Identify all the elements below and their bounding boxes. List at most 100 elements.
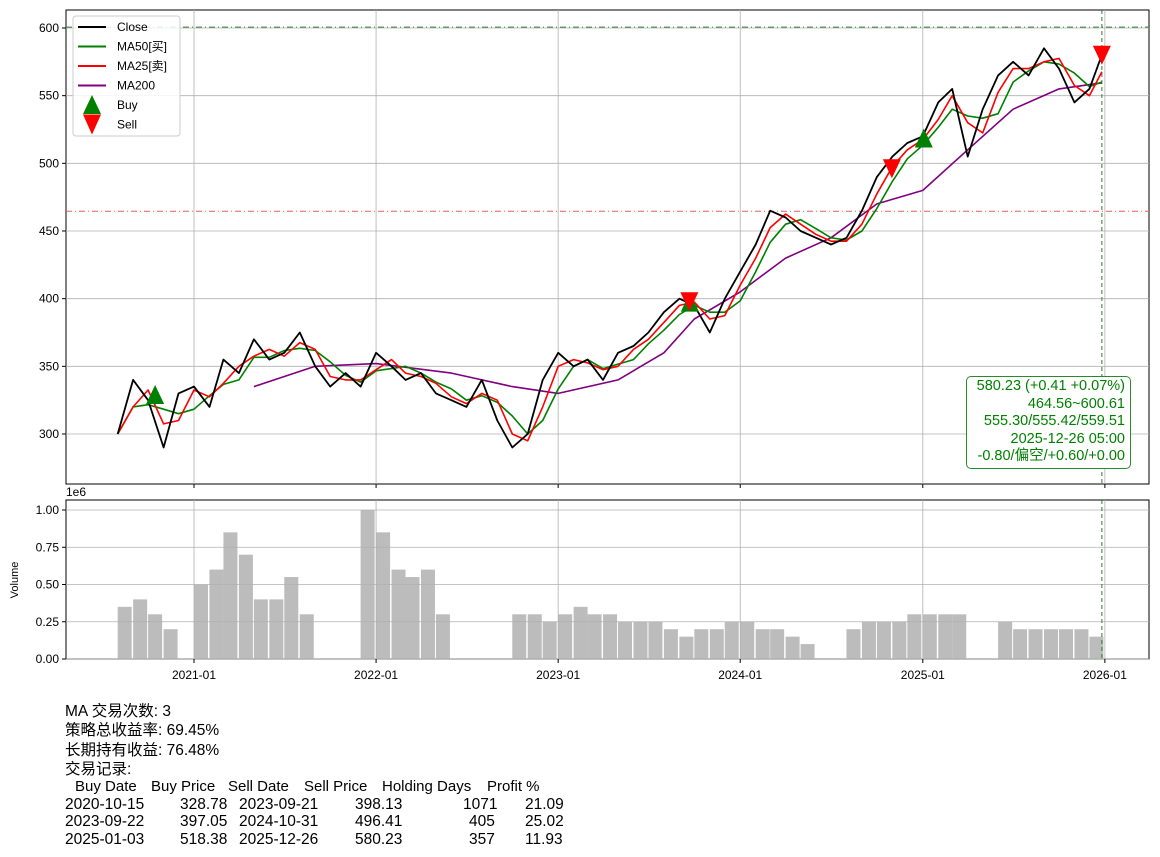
chart-figure: 300 350 400 450 500 550 600 0.00 0.25 0.50 0.75 1.0… <box>9 9 1150 682</box>
ma200-line <box>253 82 1103 395</box>
volume-bar <box>785 636 800 659</box>
buy-marker <box>146 385 165 405</box>
x-tick-label: 2024-01 <box>718 668 762 682</box>
volume-tick-label: 0.25 <box>36 615 60 629</box>
volume-bar <box>755 629 770 659</box>
volume-bar <box>117 606 132 659</box>
x-tick-label: 2022-01 <box>354 668 398 682</box>
cell-profit: 11.93 <box>525 830 563 848</box>
volume-bar <box>542 621 557 659</box>
volume-bar <box>1089 636 1104 659</box>
volume-bar <box>269 599 284 659</box>
volume-bar <box>420 569 435 659</box>
legend-label: MA25[卖] <box>117 59 167 73</box>
volume-bar <box>922 614 937 659</box>
info-range: 464.56~600.61 <box>1027 395 1125 412</box>
header-buy-date: Buy Date <box>75 778 137 795</box>
volume-bar <box>587 614 602 659</box>
volume-bar <box>892 621 907 659</box>
volume-bar <box>391 569 406 659</box>
strategy-return: 策略总收益率: 69.45% <box>65 722 220 740</box>
volume-bar <box>679 636 694 659</box>
volume-bar <box>284 577 299 659</box>
buy-hold-return: 长期持有收益: 76.48% <box>65 741 220 759</box>
volume-bar <box>618 621 633 659</box>
volume-bar <box>907 614 922 659</box>
volume-bar <box>800 644 815 659</box>
volume-bar <box>163 629 178 659</box>
volume-axis-label: Volume <box>9 562 21 599</box>
volume-bar <box>573 606 588 659</box>
volume-bar <box>663 629 678 659</box>
header-buy-price: Buy Price <box>151 778 216 795</box>
info-signal: -0.80/偏空/+0.60/+0.00 <box>977 448 1125 465</box>
trade-count: MA 交易次数: 3 <box>65 703 171 720</box>
header-holding-days: Holding Days <box>382 778 472 795</box>
cell-sell-date: 2023-09-21 <box>239 795 319 813</box>
cell-profit: 25.02 <box>525 813 564 830</box>
cell-sell-date: 2024-10-31 <box>239 813 319 830</box>
cell-holding-days: 357 <box>469 830 495 848</box>
volume-bar <box>740 621 755 659</box>
cell-sell-date: 2025-12-26 <box>239 830 319 848</box>
price-tick-label: 500 <box>39 156 59 170</box>
volume-bar <box>648 621 663 659</box>
buy-marker <box>914 128 933 148</box>
volume-bar <box>770 629 785 659</box>
x-tick-label: 2023-01 <box>536 668 580 682</box>
legend-label: Buy <box>117 98 138 112</box>
price-tick-label: 300 <box>39 427 59 441</box>
sell-marker <box>1092 45 1111 65</box>
records-label: 交易记录: <box>65 760 132 778</box>
volume-bar <box>1013 629 1028 659</box>
legend-label: MA50[买] <box>117 40 167 54</box>
volume-tick-label: 1.00 <box>36 503 60 517</box>
volume-bar <box>694 629 709 659</box>
volume-bar <box>527 614 542 659</box>
cell-sell-price: 496.41 <box>355 813 403 830</box>
cell-holding-days: 1071 <box>463 795 498 813</box>
volume-bar <box>938 614 953 659</box>
close-line <box>116 47 1103 449</box>
cell-buy-price: 328.78 <box>180 795 228 813</box>
info-ma-values: 555.30/555.42/559.51 <box>983 413 1125 430</box>
volume-bar <box>558 614 573 659</box>
cell-buy-date: 2020-10-15 <box>65 795 145 813</box>
volume-bar <box>360 510 375 659</box>
price-tick-label: 600 <box>39 21 59 35</box>
volume-bar <box>861 621 876 659</box>
cell-buy-price: 397.05 <box>180 813 228 830</box>
volume-tick-label: 0.75 <box>36 540 60 554</box>
summary: MA 交易次数: 3 策略总收益率: 69.45% 长期持有收益: 76.48%… <box>65 702 219 779</box>
volume-bar <box>1044 629 1059 659</box>
volume-bar <box>209 569 224 659</box>
volume-bar <box>299 614 314 659</box>
volume-bar <box>876 621 891 659</box>
legend-label: Close <box>117 20 148 34</box>
header-profit: Profit % <box>487 778 540 795</box>
x-tick-label: 2026-01 <box>1083 668 1127 682</box>
volume-bar <box>846 629 861 659</box>
x-tick-label: 2025-01 <box>901 668 945 682</box>
price-tick-label: 400 <box>39 292 59 306</box>
cell-buy-date: 2023-09-22 <box>65 813 145 830</box>
cell-sell-price: 580.23 <box>355 830 403 848</box>
legend-buy-marker <box>83 95 101 114</box>
volume-bar <box>709 629 724 659</box>
info-box: 580.23 (+0.41 +0.07%) 464.56~600.61 555.… <box>965 376 1131 469</box>
cell-holding-days: 405 <box>469 813 495 830</box>
price-tick-label: 350 <box>39 359 59 373</box>
volume-bar <box>238 554 253 659</box>
x-tick-label: 2021-01 <box>172 668 216 682</box>
info-datetime: 2025-12-26 05:00 <box>1010 430 1126 447</box>
legend-sell-marker <box>83 114 101 135</box>
sell-marker <box>680 292 699 312</box>
volume-bar <box>1058 629 1073 659</box>
volume-bar <box>633 621 648 659</box>
volume-bar <box>223 532 238 659</box>
volume-tick-label: 0.50 <box>36 578 60 592</box>
legend-label: Sell <box>117 118 137 132</box>
info-price: 580.23 (+0.41 +0.07%) <box>976 378 1125 394</box>
sell-marker <box>882 159 901 179</box>
cell-buy-date: 2025-01-03 <box>65 830 145 848</box>
